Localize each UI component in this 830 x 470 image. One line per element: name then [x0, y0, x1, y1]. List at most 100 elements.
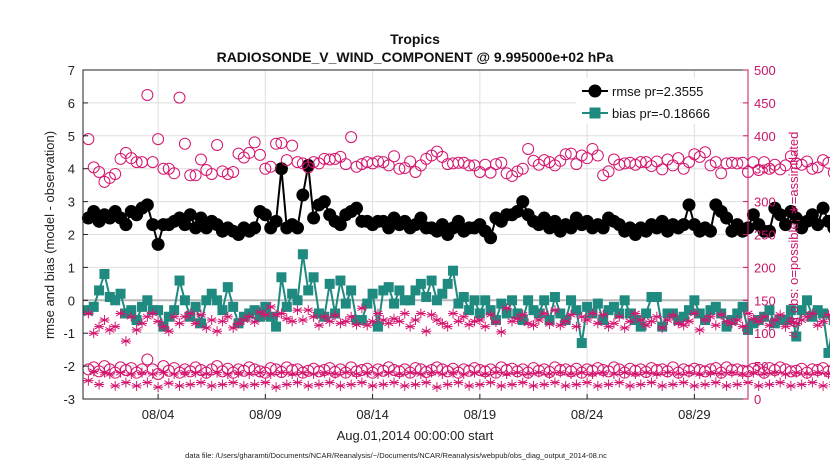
bias-point: [110, 295, 121, 306]
y-tick-label-right: 300: [754, 195, 776, 210]
possible-obs-point: [173, 91, 186, 104]
rmse-point: [183, 208, 197, 222]
y-tick-label-right: 500: [754, 63, 776, 78]
assimilated-obs-point: [136, 367, 147, 378]
bias-point: [592, 298, 603, 309]
assimilated-obs-point: [308, 368, 319, 379]
possible-obs-point: [280, 154, 293, 167]
assimilated-obs-point: [190, 367, 201, 378]
bias-point: [153, 305, 164, 316]
assimilated-obs-point: [785, 380, 796, 391]
assimilated-obs-point: [228, 377, 239, 388]
possible-obs-point: [715, 167, 728, 180]
possible-obs-point: [484, 166, 497, 179]
bias-point: [169, 305, 180, 316]
assimilated-obs-point: [625, 380, 636, 391]
assimilated-obs-point: [276, 308, 287, 319]
bias-point: [812, 305, 823, 316]
assimilated-obs-point: [362, 320, 373, 331]
possible-obs-point: [586, 142, 599, 155]
assimilated-obs-point: [807, 308, 818, 319]
assimilated-obs-point: [174, 318, 185, 329]
bias-point: [335, 275, 346, 286]
assimilated-obs-point: [405, 321, 416, 332]
bias-point: [533, 308, 544, 319]
possible-obs-point: [82, 133, 95, 146]
rmse-point: [140, 198, 154, 212]
bias-point: [689, 295, 700, 306]
assimilated-obs-point: [501, 303, 512, 314]
bias-point: [507, 295, 518, 306]
assimilated-obs-point: [791, 367, 802, 378]
assimilated-obs-point: [657, 380, 668, 391]
assimilated-obs-point: [549, 305, 560, 316]
assimilated-obs-point: [458, 368, 469, 379]
possible-obs-point: [264, 160, 277, 173]
assimilated-obs-point: [764, 379, 775, 390]
bias-point: [431, 295, 442, 306]
x-tick-label: 08/09: [249, 407, 282, 422]
assimilated-obs-point: [587, 368, 598, 379]
bias-point: [775, 315, 786, 326]
assimilated-obs-point: [297, 367, 308, 378]
rmse-point: [762, 224, 776, 238]
rmse-point: [451, 214, 465, 228]
chart-title: Tropics: [390, 31, 440, 47]
legend-rmse-label: rmse pr=2.3555: [612, 84, 703, 99]
chart-subtitle: RADIOSONDE_V_WIND_COMPONENT @ 9.995000e+…: [217, 49, 614, 65]
assimilated-obs-point: [110, 380, 121, 391]
rmse-point: [151, 237, 165, 251]
y-tick-label: -3: [63, 392, 75, 407]
assimilated-obs-point: [335, 380, 346, 391]
bias-point: [292, 295, 303, 306]
bias-point: [603, 305, 614, 316]
rmse-point: [510, 204, 524, 218]
assimilated-obs-point: [104, 368, 115, 379]
bias-point: [635, 321, 646, 332]
bias-point: [136, 301, 147, 312]
assimilated-obs-point: [635, 315, 646, 326]
rmse-point: [516, 195, 530, 209]
bias-point: [662, 308, 673, 319]
bias-point: [566, 295, 577, 306]
assimilated-obs-point: [153, 316, 164, 327]
assimilated-obs-point: [641, 367, 652, 378]
assimilated-obs-point: [582, 315, 593, 326]
assimilated-obs-point: [362, 367, 373, 378]
assimilated-obs-point: [539, 308, 550, 319]
assimilated-obs-point: [641, 320, 652, 331]
y-tick-label: 6: [68, 96, 75, 111]
assimilated-obs-point: [474, 315, 485, 326]
assimilated-obs-point: [453, 377, 464, 388]
assimilated-obs-point: [582, 377, 593, 388]
bias-point: [501, 308, 512, 319]
rmse-point: [317, 195, 331, 209]
assimilated-obs-point: [120, 336, 131, 347]
assimilated-obs-point: [394, 368, 405, 379]
bias-point: [265, 311, 276, 322]
y-tick-label: 1: [68, 260, 75, 275]
rmse-point: [779, 218, 793, 232]
assimilated-obs-point: [732, 379, 743, 390]
bias-point: [480, 295, 491, 306]
y-tick-label: -2: [63, 359, 75, 374]
bias-point: [303, 285, 314, 296]
bias-point: [474, 308, 485, 319]
assimilated-obs-point: [667, 310, 678, 321]
assimilated-obs-point: [726, 367, 737, 378]
assimilated-obs-point: [195, 309, 206, 320]
rmse-point: [350, 201, 364, 215]
assimilated-obs-point: [399, 380, 410, 391]
assimilated-obs-point: [158, 321, 169, 332]
bias-point: [549, 292, 560, 303]
y-tick-label-right: 450: [754, 96, 776, 111]
rmse-point: [435, 218, 449, 232]
assimilated-obs-point: [367, 380, 378, 391]
rmse-point: [291, 221, 305, 235]
possible-obs-point: [184, 169, 197, 182]
assimilated-obs-point: [759, 368, 770, 379]
assimilated-obs-point: [346, 311, 357, 322]
assimilated-obs-point: [104, 324, 115, 335]
bias-point: [453, 298, 464, 309]
assimilated-obs-point: [496, 380, 507, 391]
